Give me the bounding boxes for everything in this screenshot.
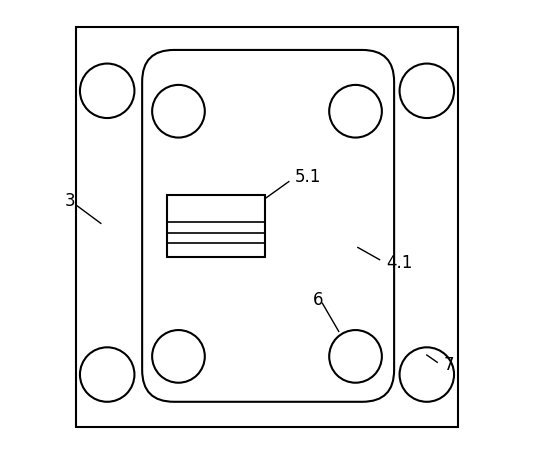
Circle shape xyxy=(80,64,135,118)
Circle shape xyxy=(329,330,382,383)
Circle shape xyxy=(80,347,135,402)
Text: 5.1: 5.1 xyxy=(295,168,321,186)
Circle shape xyxy=(152,330,205,383)
FancyBboxPatch shape xyxy=(142,50,394,402)
Text: 3: 3 xyxy=(64,192,75,210)
Text: 7: 7 xyxy=(443,356,454,375)
Circle shape xyxy=(399,347,454,402)
Text: 6: 6 xyxy=(312,291,323,309)
Bar xyxy=(76,27,458,427)
Text: 4.1: 4.1 xyxy=(386,254,412,272)
Bar xyxy=(167,195,265,257)
Circle shape xyxy=(152,85,205,138)
Circle shape xyxy=(399,64,454,118)
Circle shape xyxy=(329,85,382,138)
